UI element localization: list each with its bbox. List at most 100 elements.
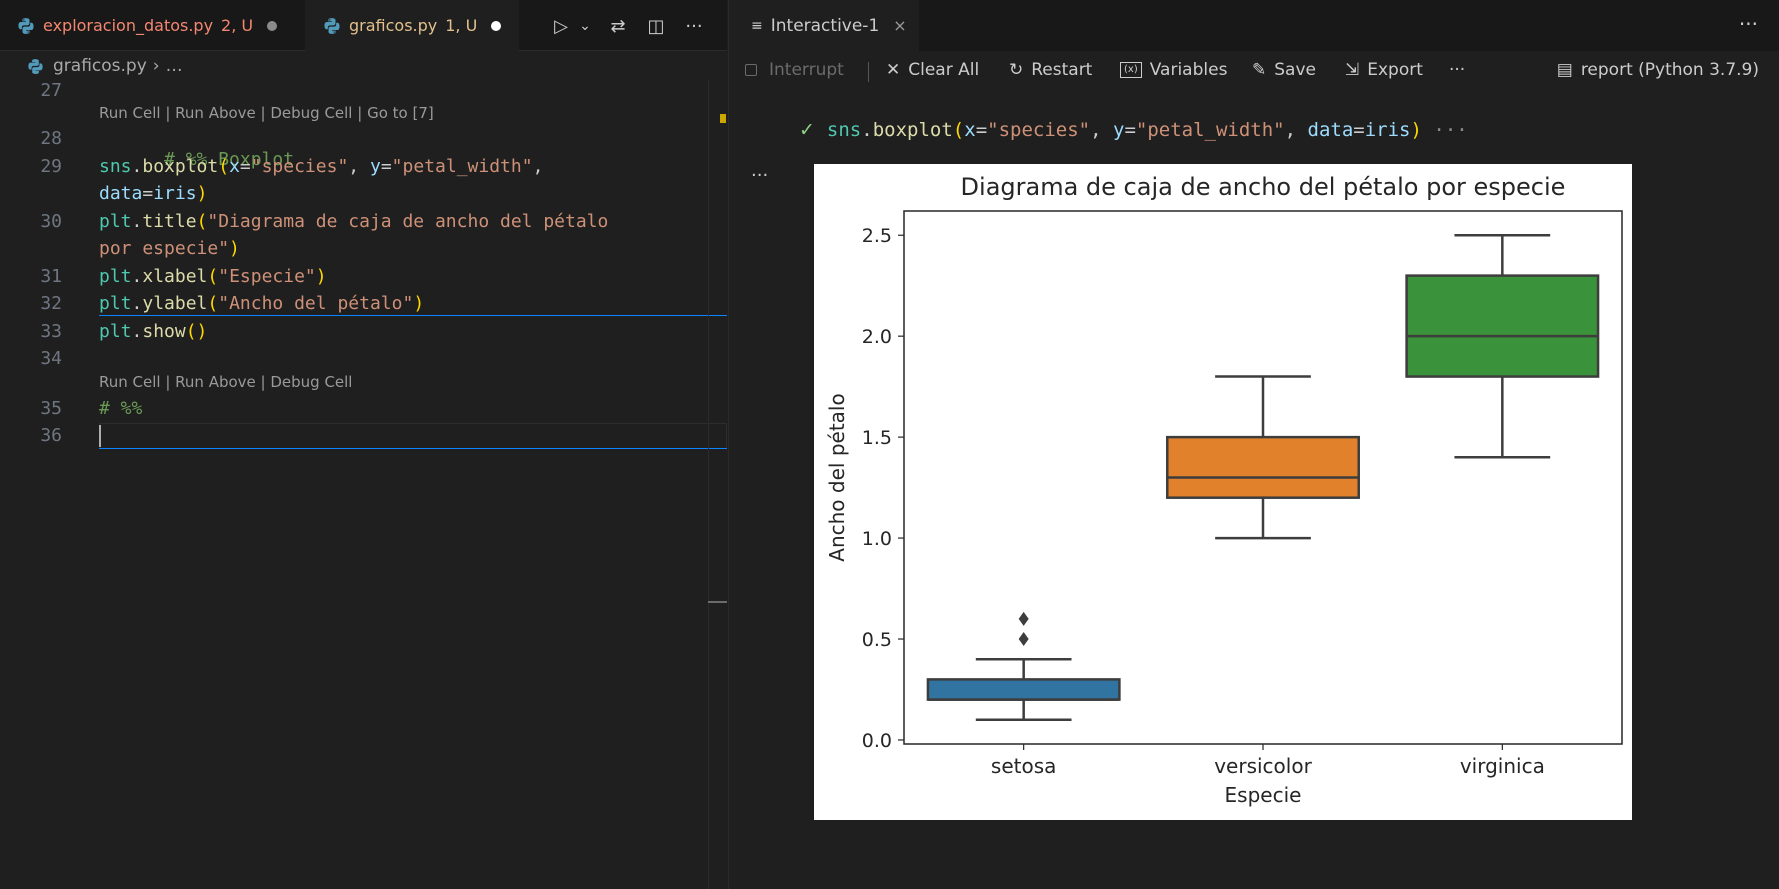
kernel-picker[interactable]: ▤ report (Python 3.7.9) [1557, 58, 1759, 82]
compare-changes-icon[interactable]: ⇄ [610, 15, 626, 37]
plot-output: Diagrama de caja de ancho del pétalo por… [814, 164, 1632, 820]
interrupt-button[interactable]: Interrupt [745, 58, 844, 82]
code-line: plt.xlabel("Especie") [99, 266, 327, 287]
stop-icon [745, 64, 757, 76]
kernel-label: report (Python 3.7.9) [1580, 60, 1759, 80]
box-virginica [1405, 274, 1600, 378]
tab-interactive-1[interactable]: ≡ Interactive-1 × [729, 0, 919, 51]
code-token: "Ancho del pétalo" [218, 293, 414, 314]
code-token: , [532, 156, 544, 177]
code-token: x [964, 119, 976, 141]
code-token: iris [153, 183, 197, 204]
y-tick-label: 0.0 [862, 730, 892, 752]
split-editor-icon[interactable]: ◫ [647, 15, 665, 37]
toolbar-more-icon[interactable]: ··· [1449, 60, 1466, 80]
code-line: # %% Boxplot [99, 128, 294, 191]
more-actions-icon[interactable]: ··· [1738, 12, 1758, 36]
code-token: () [185, 321, 208, 342]
code-line: plt.title("Diagrama de caja de ancho del… [99, 211, 608, 232]
code-token: y [1112, 119, 1125, 141]
code-token: . [861, 119, 873, 141]
codelens-cell-actions[interactable]: Run Cell | Run Above | Debug Cell | Go t… [99, 104, 434, 122]
export-icon: ⇲ [1345, 60, 1360, 80]
y-tick-label: 1.0 [862, 528, 892, 550]
unsaved-dot-icon[interactable] [491, 20, 502, 31]
code-token: show [142, 321, 186, 342]
code-line: sns.boxplot(x="species", y="petal_width"… [99, 156, 543, 177]
line-number: 27 [40, 80, 62, 101]
line-number: 33 [40, 321, 62, 342]
breadcrumb: graficos.py › … [27, 54, 183, 78]
code-token: ) [315, 266, 327, 287]
y-tick-label: 2.5 [862, 225, 892, 247]
code-token: boxplot [142, 156, 219, 177]
success-check-icon: ✓ [799, 119, 815, 141]
tab-label: graficos.py [349, 16, 438, 35]
line-number: 28 [40, 128, 62, 149]
editor-tab-bar: exploracion_datos.py 2, U graficos.py 1,… [0, 0, 727, 51]
codelens-cell-actions[interactable]: Run Cell | Run Above | Debug Cell [99, 373, 353, 391]
toolbar-divider [868, 62, 869, 82]
warning-marker [720, 114, 726, 123]
code-token: = [1124, 119, 1136, 141]
code-token: . [131, 266, 143, 287]
editor-pane: exploracion_datos.py 2, U graficos.py 1,… [0, 0, 727, 889]
code-token: . [131, 321, 143, 342]
code-token: # %% Boxplot [164, 149, 295, 170]
box-versicolor [1166, 435, 1360, 499]
breadcrumb-symbols[interactable]: … [165, 56, 183, 76]
save-button[interactable]: ✎ Save [1252, 58, 1316, 82]
code-editor[interactable]: 27 Run Cell | Run Above | Debug Cell | G… [0, 80, 727, 889]
code-token: iris [1364, 119, 1411, 141]
code-token: x [229, 156, 240, 177]
current-line-highlight [99, 423, 727, 449]
code-line: data=iris) [99, 183, 207, 204]
code-token: plt [99, 266, 132, 287]
code-token: data [1307, 119, 1354, 141]
code-token: plt [99, 321, 132, 342]
editor-scrollbar[interactable] [708, 80, 709, 889]
code-token: = [380, 156, 392, 177]
x-tick-label: versicolor [1214, 754, 1312, 778]
code-token: "petal_width" [1135, 119, 1285, 141]
y-tick-label: 0.5 [862, 629, 892, 651]
restart-icon: ↻ [1009, 60, 1024, 80]
export-button[interactable]: ⇲ Export [1345, 58, 1423, 82]
run-dropdown-icon[interactable]: ⌄ [579, 18, 591, 34]
save-label: Save [1274, 60, 1316, 80]
code-token: "Diagrama de caja de ancho del pétalo [207, 211, 609, 232]
code-token: ( [196, 211, 208, 232]
active-cell-border [99, 448, 727, 449]
collapsed-code-ellipsis[interactable]: ··· [1421, 119, 1468, 141]
restart-button[interactable]: ↻ Restart [1009, 58, 1092, 82]
breadcrumb-file[interactable]: graficos.py [53, 56, 147, 76]
executed-cell-code[interactable]: ✓ sns.boxplot(x="species", y="petal_width… [799, 119, 1468, 141]
box-setosa [926, 678, 1121, 701]
code-token: sns [99, 156, 132, 177]
code-token: plt [99, 293, 132, 314]
variables-button[interactable]: (x) Variables [1120, 58, 1227, 82]
tab-label: exploracion_datos.py [43, 16, 214, 35]
server-icon: ▤ [1556, 60, 1573, 80]
code-token: ) [413, 293, 425, 314]
output-more-icon[interactable]: ··· [751, 165, 769, 186]
tab-exploracion-datos[interactable]: exploracion_datos.py 2, U [17, 0, 302, 51]
restart-label: Restart [1031, 60, 1093, 80]
code-token: ) [1410, 119, 1422, 141]
tab-graficos[interactable]: graficos.py 1, U [305, 0, 519, 51]
breadcrumb-separator-icon: › [152, 56, 160, 76]
run-icon[interactable]: ▷ [554, 15, 568, 37]
code-token: sns [826, 119, 862, 141]
code-token: plt [99, 211, 132, 232]
code-token: title [142, 211, 197, 232]
more-actions-icon[interactable]: ··· [685, 15, 703, 37]
x-axis-label: Especie [1225, 783, 1302, 807]
code-token: = [975, 119, 988, 141]
clear-all-button[interactable]: ✕ Clear All [886, 58, 979, 82]
code-token: = [142, 183, 154, 204]
code-token: . [131, 293, 143, 314]
tab-badge: 1, U [445, 16, 478, 35]
unsaved-dot-icon[interactable] [267, 20, 278, 31]
code-token: ( [207, 293, 219, 314]
close-icon[interactable]: × [893, 16, 907, 35]
